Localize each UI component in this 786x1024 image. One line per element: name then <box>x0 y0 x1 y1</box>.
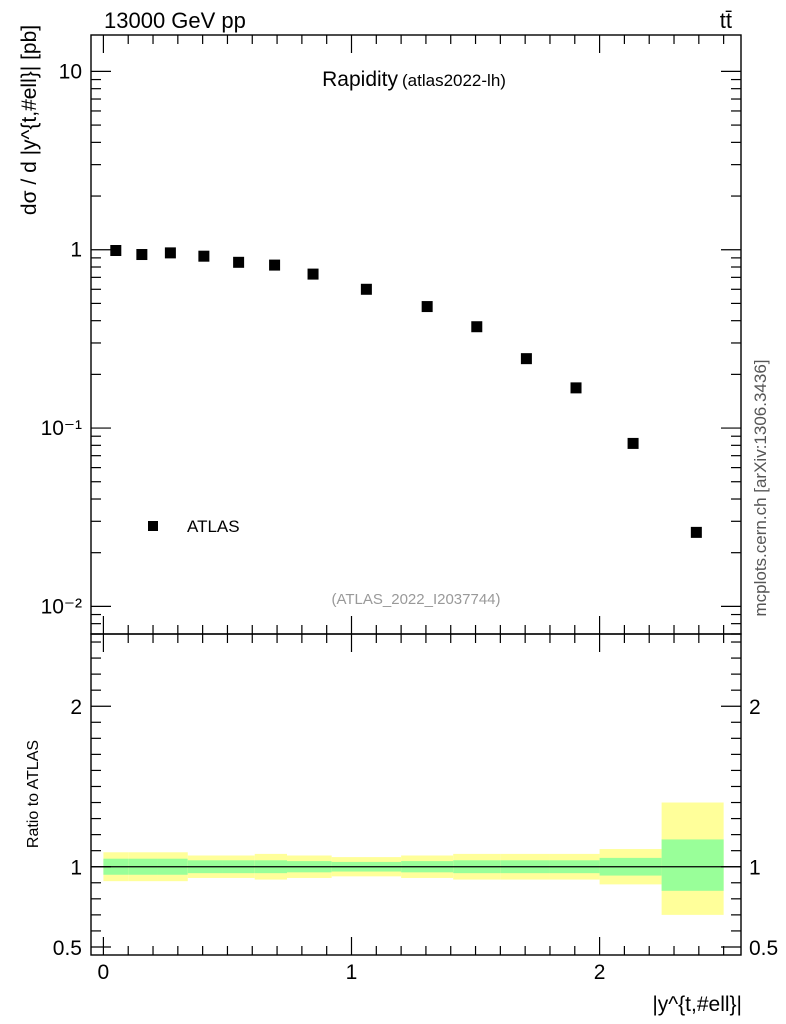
data-point <box>421 301 433 313</box>
bottom-panel-frame <box>90 633 742 956</box>
top-y-axis-label: dσ / d |y^{t,#ell}| [pb] <box>18 25 41 215</box>
header-left-label: 13000 GeV pp <box>104 8 246 33</box>
data-point <box>520 353 532 365</box>
top-y-tick-label: 1 <box>70 239 82 262</box>
data-point <box>360 283 372 295</box>
bottom-y-tick-label-left: 2 <box>70 696 82 719</box>
x-tick-label: 2 <box>594 961 606 984</box>
bottom-panel: 0.5 0.5 1 1 2 2 0 1 2 Ratio to ATLAS |y^{t,#ell}… <box>25 633 778 1016</box>
data-point <box>198 250 210 262</box>
bottom-y-tick-label-left: 1 <box>70 857 82 880</box>
header-right-label: tt̄ <box>720 8 732 33</box>
bottom-y-axis-label: Ratio to ATLAS <box>25 740 42 848</box>
data-point <box>471 321 483 333</box>
top-panel-frame <box>90 34 742 635</box>
top-y-tick-label: 10 <box>59 60 82 83</box>
data-points <box>110 245 702 538</box>
data-point <box>570 382 582 394</box>
top-y-tick-labels: 10⁻² 10⁻¹ 1 10 <box>41 60 82 618</box>
data-point <box>136 249 148 261</box>
legend-marker <box>148 521 158 531</box>
data-point <box>627 437 639 449</box>
data-point <box>307 268 319 280</box>
watermark-label: (ATLAS_2022_I2037744) <box>331 591 500 608</box>
top-panel: 10⁻² 10⁻¹ 1 10 Rapidity (atlas2022-lh) dσ /… <box>18 25 742 635</box>
x-axis-label: |y^{t,#ell}| <box>652 993 742 1016</box>
bottom-tick-labels: 0.5 0.5 1 1 2 2 0 1 2 <box>53 696 778 984</box>
x-tick-label: 1 <box>346 961 358 984</box>
legend-label: ATLAS <box>187 517 240 536</box>
top-panel-ticks <box>91 35 741 635</box>
chart-title: Rapidity <box>322 68 398 91</box>
bottom-y-tick-label-right: 2 <box>749 696 761 719</box>
bottom-y-tick-label-left: 0.5 <box>53 937 82 960</box>
ratio-bands <box>103 802 724 915</box>
data-point <box>233 256 245 268</box>
top-y-tick-label: 10⁻¹ <box>41 417 82 440</box>
data-point <box>164 247 176 259</box>
bottom-y-tick-label-right: 1 <box>749 857 761 880</box>
x-tick-label: 0 <box>98 961 110 984</box>
data-point <box>110 245 122 257</box>
bottom-panel-ticks <box>91 634 741 955</box>
side-label: mcplots.cern.ch [arXiv:1306.3436] <box>751 359 770 616</box>
ratio-inner-band <box>661 839 724 891</box>
data-point <box>269 259 281 271</box>
chart-subtitle: (atlas2022-lh) <box>402 71 506 90</box>
top-y-tick-label: 10⁻² <box>41 595 82 618</box>
bottom-y-tick-label-right: 0.5 <box>749 937 778 960</box>
data-point <box>690 526 702 538</box>
